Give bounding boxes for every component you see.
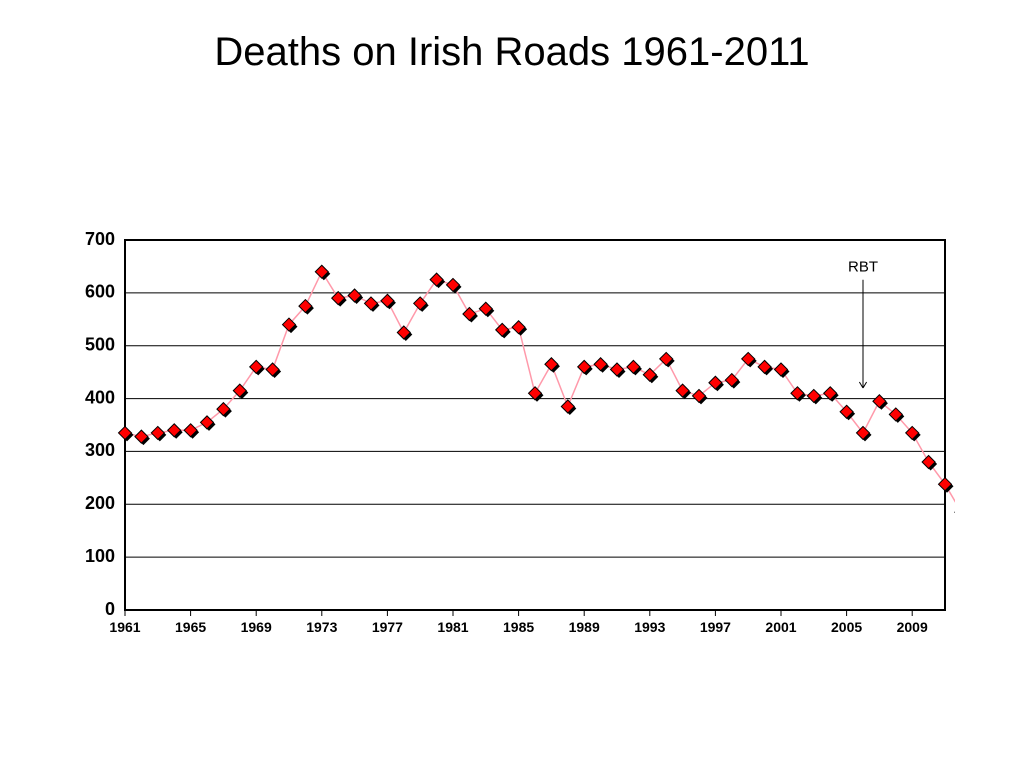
y-tick-label: 600: [85, 282, 115, 302]
y-tick-label: 500: [85, 334, 115, 354]
x-tick-label: 1965: [175, 619, 206, 635]
x-tick-label: 1993: [634, 619, 665, 635]
x-tick-label: 2001: [765, 619, 796, 635]
y-tick-label: 400: [85, 387, 115, 407]
x-tick-label: 1981: [437, 619, 468, 635]
y-tick-label: 0: [105, 599, 115, 619]
x-tick-label: 1961: [109, 619, 140, 635]
y-tick-label: 200: [85, 493, 115, 513]
x-tick-label: 1977: [372, 619, 403, 635]
x-tick-label: 1985: [503, 619, 534, 635]
deaths-chart: 0 100 200 300 400 500 600 700 1961 1965 1969 1973 19…: [65, 230, 955, 650]
y-tick-label: 700: [85, 230, 115, 249]
annotation-label: RBT: [848, 259, 878, 276]
y-tick-label: 100: [85, 546, 115, 566]
chart-title-text: Deaths on Irish Roads 1961-2011: [214, 30, 809, 74]
x-tick-label: 1989: [569, 619, 600, 635]
x-tick-label: 1969: [241, 619, 272, 635]
x-tick-label: 2009: [897, 619, 928, 635]
deaths-chart-svg: 0 100 200 300 400 500 600 700 1961 1965 1969 1973 19…: [65, 230, 955, 650]
x-tick-label: 1973: [306, 619, 337, 635]
x-tick-label: 2005: [831, 619, 862, 635]
y-tick-label: 300: [85, 440, 115, 460]
chart-title: Deaths on Irish Roads 1961-2011: [0, 30, 1024, 75]
x-tick-label: 1997: [700, 619, 731, 635]
